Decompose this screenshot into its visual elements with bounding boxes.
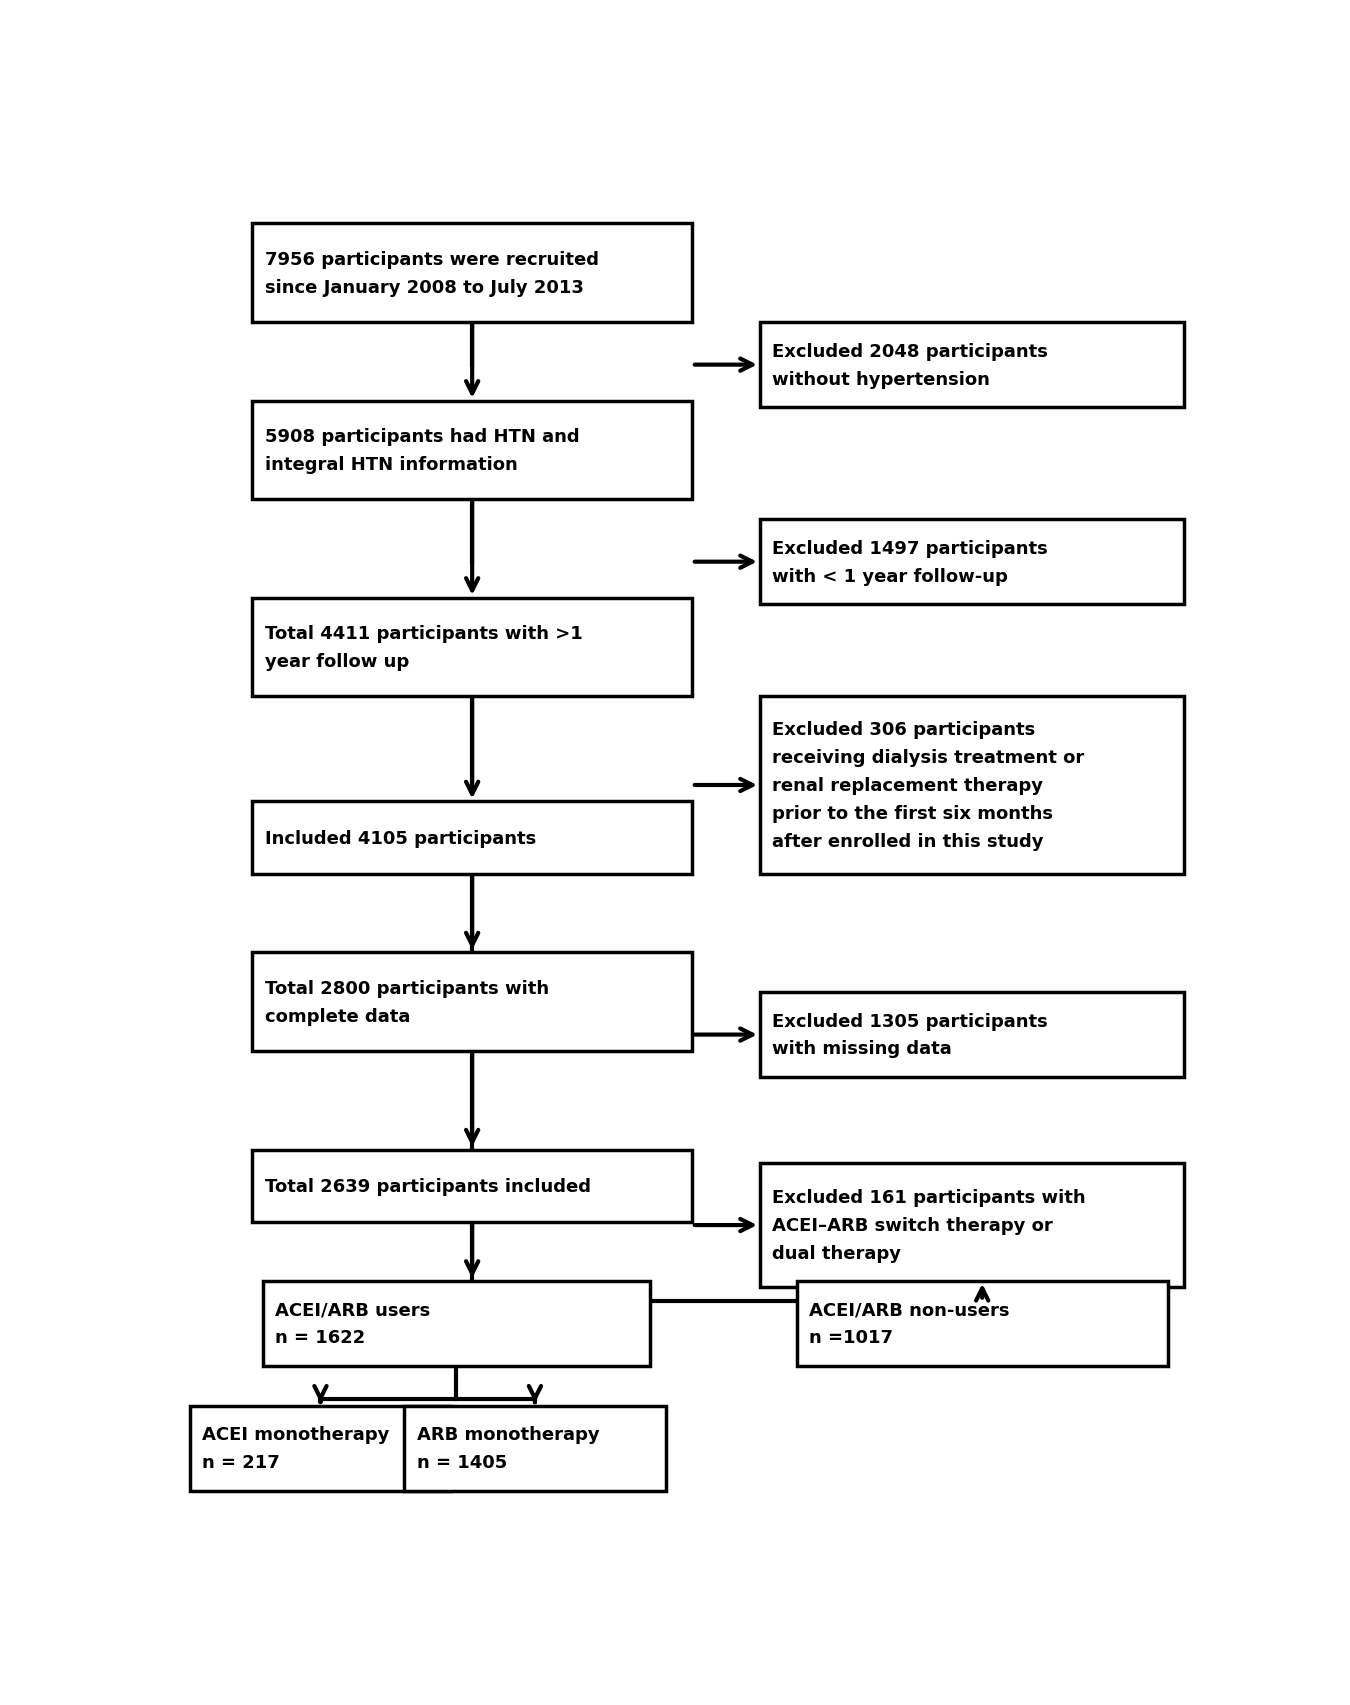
Text: 5908 participants had HTN and
integral HTN information: 5908 participants had HTN and integral H…: [265, 428, 579, 474]
FancyBboxPatch shape: [760, 322, 1184, 407]
Text: Excluded 1497 participants
with < 1 year follow-up: Excluded 1497 participants with < 1 year…: [772, 539, 1048, 585]
Text: ARB monotherapy
n = 1405: ARB monotherapy n = 1405: [417, 1425, 599, 1471]
Text: Total 2639 participants included: Total 2639 participants included: [265, 1176, 591, 1195]
Text: Excluded 306 participants
receiving dialysis treatment or
renal replacement ther: Excluded 306 participants receiving dial…: [772, 721, 1084, 851]
Text: ACEI/ARB users
n = 1622: ACEI/ARB users n = 1622: [275, 1301, 431, 1347]
FancyBboxPatch shape: [252, 801, 691, 875]
FancyBboxPatch shape: [252, 402, 691, 500]
FancyBboxPatch shape: [252, 598, 691, 697]
Text: Included 4105 participants: Included 4105 participants: [265, 829, 536, 847]
FancyBboxPatch shape: [760, 697, 1184, 875]
Text: ACEI/ARB non-users
n =1017: ACEI/ARB non-users n =1017: [809, 1301, 1010, 1347]
Text: Excluded 2048 participants
without hypertension: Excluded 2048 participants without hyper…: [772, 343, 1049, 389]
FancyBboxPatch shape: [760, 992, 1184, 1078]
Text: ACEI monotherapy
n = 217: ACEI monotherapy n = 217: [202, 1425, 390, 1471]
FancyBboxPatch shape: [189, 1407, 451, 1492]
Text: Excluded 1305 participants
with missing data: Excluded 1305 participants with missing …: [772, 1013, 1048, 1057]
FancyBboxPatch shape: [252, 225, 691, 322]
FancyBboxPatch shape: [760, 520, 1184, 605]
FancyBboxPatch shape: [252, 1149, 691, 1222]
Text: Excluded 161 participants with
ACEI–ARB switch therapy or
dual therapy: Excluded 161 participants with ACEI–ARB …: [772, 1188, 1085, 1262]
FancyBboxPatch shape: [263, 1280, 651, 1366]
Text: Total 2800 participants with
complete data: Total 2800 participants with complete da…: [265, 979, 549, 1025]
Text: 7956 participants were recruited
since January 2008 to July 2013: 7956 participants were recruited since J…: [265, 251, 599, 297]
FancyBboxPatch shape: [404, 1407, 666, 1492]
FancyBboxPatch shape: [252, 953, 691, 1052]
Text: Total 4411 participants with >1
year follow up: Total 4411 participants with >1 year fol…: [265, 624, 583, 670]
FancyBboxPatch shape: [760, 1163, 1184, 1287]
FancyBboxPatch shape: [796, 1280, 1168, 1366]
